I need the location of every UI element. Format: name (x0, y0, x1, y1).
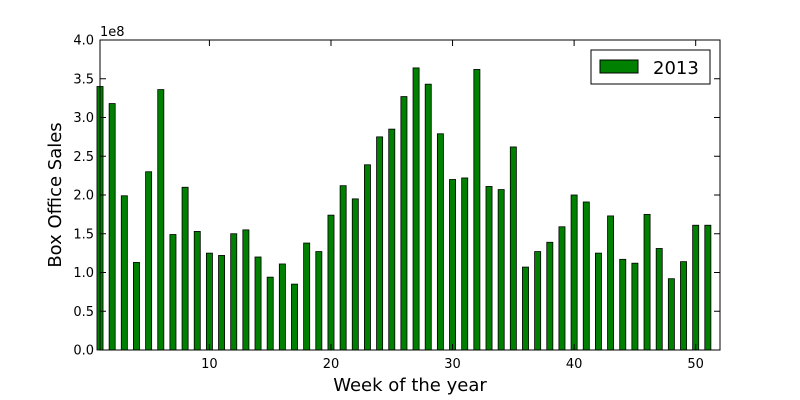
bar-week-22 (351, 198, 359, 351)
bar-week-2 (108, 103, 116, 351)
bar-week-50 (692, 224, 700, 351)
bar-week-3 (120, 195, 128, 351)
bar-week-6 (157, 89, 165, 351)
bar-week-26 (400, 96, 408, 351)
bar-week-24 (376, 136, 384, 351)
y-tick-label: 4.0 (73, 34, 94, 49)
bar-week-32 (473, 69, 481, 351)
bar-week-47 (655, 248, 663, 351)
bar-week-20 (327, 214, 335, 351)
x-tick-label: 50 (687, 357, 704, 372)
bar-week-10 (205, 252, 213, 351)
bar-week-41 (582, 201, 590, 351)
bar-week-38 (546, 241, 554, 351)
bar-week-43 (607, 215, 615, 351)
bar-week-30 (449, 179, 456, 351)
legend: 2013 (590, 49, 711, 85)
bar-week-37 (534, 251, 542, 351)
bar-week-28 (424, 83, 432, 351)
bar-week-39 (558, 226, 566, 351)
y-tick-label: 3.5 (73, 72, 94, 87)
bar-week-13 (242, 229, 250, 351)
y-axis: 0.0 0.5 1.0 1.5 2.0 2.5 3.0 3.5 4.0 (73, 34, 720, 359)
y-tick-label: 2.5 (73, 150, 94, 165)
bar-week-15 (266, 276, 274, 351)
bar-week-34 (497, 189, 505, 351)
x-tick-label: 40 (566, 357, 583, 372)
bar-week-18 (303, 242, 311, 351)
bar-week-25 (388, 128, 396, 351)
y-tick-label: 0.5 (73, 305, 94, 320)
x-tick-label: 30 (444, 357, 461, 372)
y-tick-label: 1.0 (73, 266, 94, 281)
x-tick-label: 10 (201, 357, 218, 372)
bar-week-23 (364, 164, 371, 351)
bar-week-45 (631, 262, 639, 351)
bar-week-27 (412, 67, 420, 351)
bar-week-8 (181, 186, 189, 351)
bar-week-11 (218, 255, 226, 351)
legend-swatch (599, 59, 639, 74)
bar-week-44 (619, 258, 627, 351)
legend-label-2013: 2013 (653, 58, 699, 79)
bar-week-21 (339, 185, 347, 351)
bar-week-31 (461, 177, 469, 351)
bar-week-12 (230, 233, 238, 351)
y-tick-label: 0.0 (73, 344, 94, 359)
bar-week-29 (436, 133, 444, 351)
bar-week-4 (133, 262, 140, 351)
bar-week-42 (594, 252, 602, 351)
y-axis-title: Box Office Sales (45, 122, 66, 267)
bar-week-40 (570, 194, 578, 351)
x-tick-label: 20 (323, 357, 340, 372)
bar-week-36 (522, 266, 529, 351)
bar-week-5 (145, 171, 153, 351)
x-axis: 10 20 30 40 50 (201, 40, 704, 372)
bar-week-33 (485, 186, 493, 351)
bar-week-16 (278, 263, 286, 351)
y-multiplier-label: 1e8 (100, 25, 125, 40)
bar-week-48 (667, 278, 675, 351)
bar-week-49 (680, 261, 687, 351)
bar-week-35 (509, 146, 517, 351)
bar-week-19 (315, 251, 323, 351)
x-axis-title: Week of the year (333, 375, 487, 396)
bar-week-46 (643, 213, 651, 351)
bar-week-14 (254, 256, 262, 351)
y-tick-label: 2.0 (73, 189, 94, 204)
bar-week-51 (704, 224, 712, 351)
bar-week-9 (193, 231, 201, 351)
bar-week-7 (169, 234, 177, 351)
y-tick-label: 3.0 (73, 111, 94, 126)
bar-week-17 (291, 283, 298, 351)
y-tick-label: 1.5 (73, 227, 94, 242)
